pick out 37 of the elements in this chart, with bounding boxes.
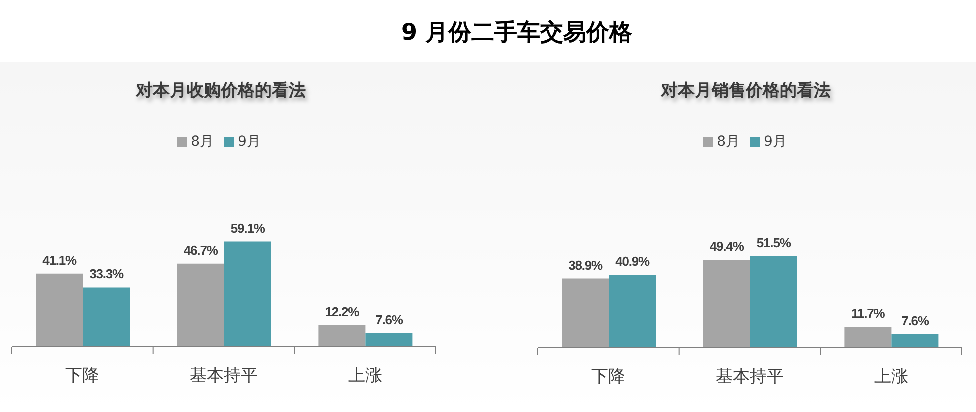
- chart-subtitle: 对本月销售价格的看法: [660, 80, 832, 102]
- bar: [83, 288, 130, 347]
- bar: [609, 275, 656, 348]
- x-tick-label: 基本持平: [716, 367, 784, 387]
- data-label: 49.4%: [710, 239, 745, 254]
- bar: [892, 334, 939, 348]
- data-label: 51.5%: [756, 235, 792, 250]
- x-tick-label: 基本持平: [190, 366, 258, 386]
- bar: [366, 333, 413, 347]
- bar: [318, 325, 366, 347]
- x-tick-label: 上涨: [874, 367, 908, 387]
- chart-subtitle: 对本月收购价格的看法: [134, 80, 307, 102]
- bar: [703, 260, 750, 348]
- legend-label: 9月: [238, 134, 261, 150]
- x-tick-label: 上涨: [348, 366, 382, 386]
- x-tick-label: 下降: [66, 366, 100, 386]
- text: 9 月份二手车交易价格: [400, 19, 634, 48]
- data-label: 7.6%: [902, 313, 930, 328]
- legend-label: 9月: [764, 134, 787, 150]
- x-tick-label: 下降: [592, 367, 626, 387]
- bar: [750, 256, 798, 348]
- legend-label: 8月: [191, 134, 214, 150]
- data-label: 12.2%: [325, 304, 360, 320]
- data-label: 11.7%: [852, 306, 886, 322]
- data-label: 33.3%: [90, 266, 124, 282]
- bar: [177, 264, 224, 347]
- data-label: 46.7%: [184, 242, 219, 258]
- data-label: 38.9%: [568, 258, 604, 273]
- data-label: 41.1%: [42, 252, 78, 268]
- data-label: 59.1%: [230, 220, 266, 236]
- bar: [36, 274, 84, 347]
- data-label: 40.9%: [616, 254, 650, 270]
- bar: [224, 242, 272, 347]
- bar: [844, 327, 892, 348]
- bar: [562, 278, 610, 348]
- data-label: 7.6%: [376, 312, 404, 328]
- legend-label: 8月: [717, 134, 740, 150]
